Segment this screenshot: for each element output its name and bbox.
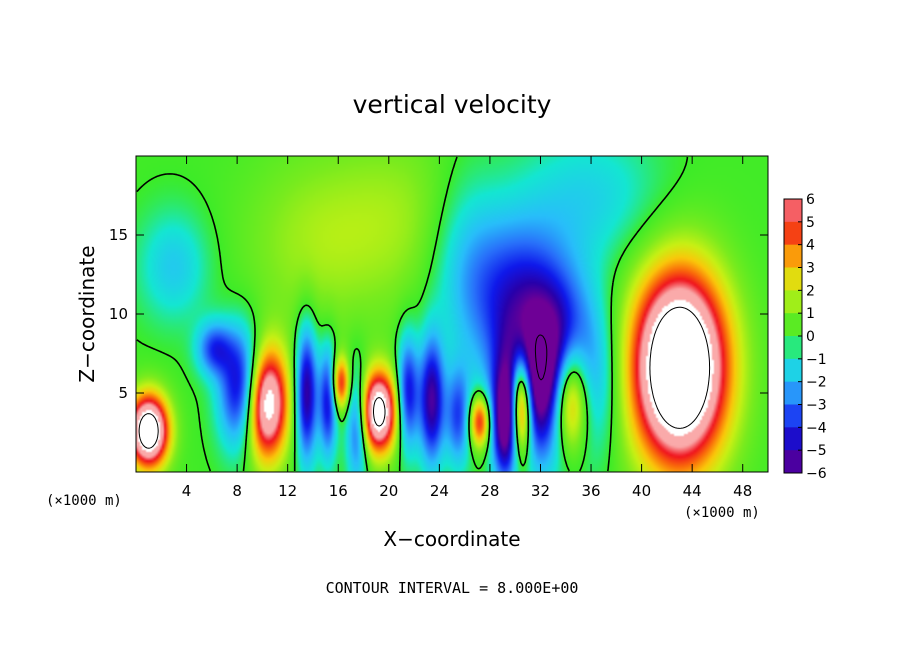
colorbar-label: −6 (806, 466, 827, 482)
colorbar-label: 5 (806, 215, 815, 231)
y-tick-label: 5 (118, 384, 128, 402)
colorbar-label: 6 (806, 192, 815, 208)
colorbar-label: 1 (806, 306, 815, 322)
colorbar-swatch (784, 199, 802, 223)
colorbar-swatch (784, 381, 802, 405)
x-tick-label: 4 (182, 482, 192, 500)
colorbar-swatch (784, 404, 802, 428)
x-tick-label: 44 (683, 482, 702, 500)
colorbar-swatch (784, 336, 802, 360)
heatmap-field (136, 156, 768, 472)
x-tick-label: 32 (531, 482, 550, 500)
x-tick-label: 8 (232, 482, 242, 500)
colorbar-swatch (784, 244, 802, 268)
y-tick-label: 15 (109, 226, 128, 244)
colorbar-swatch (784, 450, 802, 474)
x-tick-label: 36 (581, 482, 600, 500)
x-tick-label: 20 (379, 482, 398, 500)
x-tick-label: 16 (329, 482, 348, 500)
colorbar-label: −3 (806, 398, 827, 414)
y-axis-ticks: 5 10 15 (109, 226, 768, 402)
y-tick-label: 10 (109, 305, 128, 323)
contour-lines (136, 156, 711, 472)
x-axis-label: X−coordinate (383, 527, 520, 551)
colorbar-label: −1 (806, 352, 827, 368)
colorbar-label: 3 (806, 261, 815, 277)
contour-level-0 (136, 156, 689, 472)
colorbar-label: 4 (806, 238, 815, 254)
chart-title: vertical velocity (353, 90, 552, 119)
x-axis-ticks: 4 8 12 16 20 24 28 32 36 40 44 48 (182, 156, 752, 500)
colorbar: 6 5 4 3 2 1 0 −1 −2 −3 −4 −5 −6 (783, 192, 827, 482)
colorbar-swatch (784, 267, 802, 291)
colorbar-label: −4 (806, 420, 827, 436)
x-scale-note: (×1000 m) (684, 505, 760, 521)
colorbar-label: 0 (806, 329, 815, 345)
x-tick-label: 28 (480, 482, 499, 500)
contour-interval-note: CONTOUR INTERVAL = 8.000E+00 (326, 579, 579, 597)
contour-level-8 (138, 306, 711, 449)
colorbar-swatch (784, 290, 802, 314)
y-axis-label: Z−coordinate (75, 245, 99, 382)
x-tick-label: 24 (430, 482, 449, 500)
x-tick-label: 40 (632, 482, 651, 500)
colorbar-swatch (784, 221, 802, 246)
colorbar-swatch (784, 313, 802, 337)
colorbar-label: −2 (806, 375, 827, 391)
colorbar-label: 2 (806, 283, 815, 299)
x-tick-label: 48 (733, 482, 752, 500)
x-tick-label: 12 (278, 482, 297, 500)
colorbar-swatch (784, 427, 802, 451)
colorbar-label: −5 (806, 443, 827, 459)
contour-level-neg8 (534, 334, 548, 381)
colorbar-swatch (784, 358, 802, 383)
y-scale-note: (×1000 m) (46, 493, 122, 509)
